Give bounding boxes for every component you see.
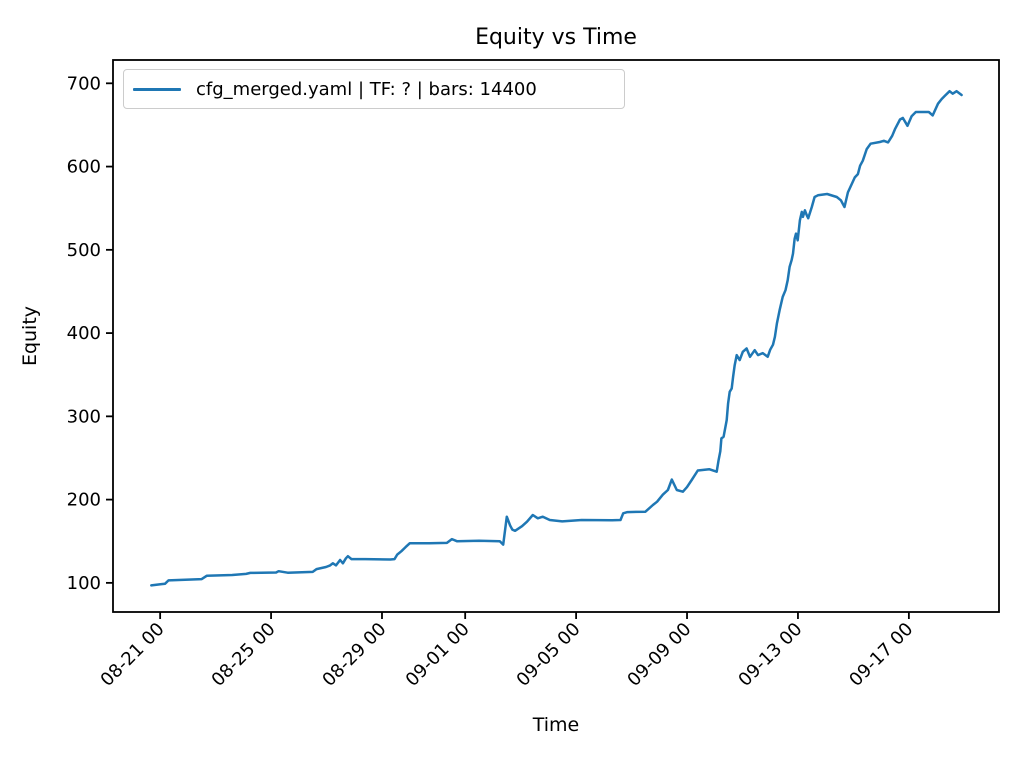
- y-tick-label: 700: [67, 73, 101, 94]
- y-tick-label: 500: [67, 240, 101, 261]
- y-tick-label: 100: [67, 573, 101, 594]
- y-axis-label: Equity: [19, 305, 41, 367]
- x-tick-label: 08-25 00: [208, 619, 280, 691]
- y-tick-label: 600: [67, 157, 101, 178]
- x-tick-label: 08-29 00: [318, 619, 390, 691]
- legend-series-label: cfg_merged.yaml | TF: ? | bars: 14400: [196, 78, 537, 100]
- legend: cfg_merged.yaml | TF: ? | bars: 14400: [123, 69, 625, 109]
- x-tick-label: 09-13 00: [734, 619, 806, 691]
- y-tick-label: 300: [67, 406, 101, 427]
- axes-frame: [112, 59, 1000, 613]
- y-tick-label: 200: [67, 490, 101, 511]
- chart-title: Equity vs Time: [475, 25, 637, 50]
- legend-line-sample: [133, 87, 181, 91]
- x-axis-label: Time: [532, 714, 580, 736]
- x-tick-label: 09-05 00: [513, 619, 585, 691]
- x-tick-label: 09-17 00: [845, 619, 917, 691]
- x-tick-label: 09-09 00: [623, 619, 695, 691]
- x-tick-label: 09-01 00: [402, 619, 474, 691]
- equity-line: [150, 89, 963, 587]
- x-tick-label: 08-21 00: [97, 619, 169, 691]
- y-tick-label: 400: [67, 323, 101, 344]
